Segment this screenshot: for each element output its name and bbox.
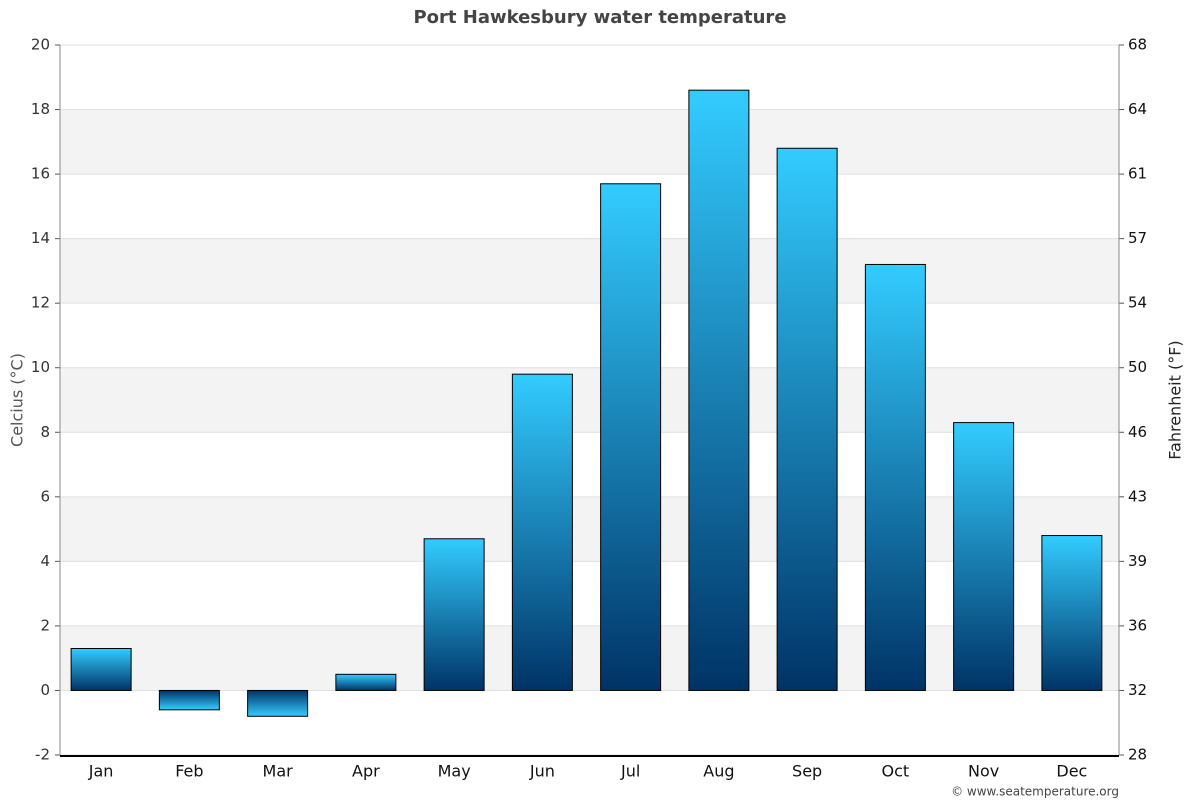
bar xyxy=(600,183,662,691)
y2-tick-label: 68 xyxy=(1128,36,1147,54)
credit: © www.seatemperature.org xyxy=(951,785,1119,799)
y2-tick-label: 50 xyxy=(1128,358,1147,376)
bar xyxy=(776,147,838,691)
y2-tick-label: 36 xyxy=(1128,616,1147,634)
y-tick-label: -2 xyxy=(35,746,50,764)
y-tick-label: 4 xyxy=(40,552,50,570)
y-tick-label: 20 xyxy=(31,36,50,54)
y2-tick-label: 57 xyxy=(1128,229,1147,247)
x-tick-label: Apr xyxy=(352,762,380,781)
grid-band xyxy=(60,238,1119,304)
bar xyxy=(864,263,926,691)
x-tick-label: Sep xyxy=(792,762,822,781)
grid-band xyxy=(60,625,1119,691)
grid-band xyxy=(60,367,1119,433)
bar xyxy=(247,689,309,717)
x-tick-label: Feb xyxy=(175,762,203,781)
y-tick-label: 8 xyxy=(40,423,50,441)
y2-tick-label: 54 xyxy=(1128,294,1147,312)
bar xyxy=(953,422,1015,691)
y2-tick-label: 43 xyxy=(1128,487,1147,505)
y-tick-label: 2 xyxy=(40,616,50,634)
x-tick-label: Oct xyxy=(882,762,910,781)
y2-tick-label: 28 xyxy=(1128,746,1147,764)
bar xyxy=(335,673,397,691)
y2-tick-label: 39 xyxy=(1128,552,1147,570)
y2-tick-label: 46 xyxy=(1128,423,1147,441)
x-tick-label: Jul xyxy=(620,762,640,781)
y-tick-label: 14 xyxy=(31,229,50,247)
y2-tick-label: 61 xyxy=(1128,165,1147,183)
bar xyxy=(1041,535,1103,691)
x-tick-label: Jan xyxy=(88,762,114,781)
y2-tick-label: 64 xyxy=(1128,100,1147,118)
x-tick-label: Nov xyxy=(968,762,999,781)
y-tick-label: 18 xyxy=(31,100,50,118)
bar xyxy=(70,648,132,691)
bar xyxy=(423,538,485,691)
bar xyxy=(688,89,750,691)
x-tick-label: Dec xyxy=(1056,762,1087,781)
grid-band xyxy=(60,109,1119,175)
y-axis-label: Celcius (°C) xyxy=(8,353,27,447)
grid-band xyxy=(60,496,1119,562)
x-tick-label: Mar xyxy=(263,762,294,781)
x-tick-label: Jun xyxy=(529,762,555,781)
y-tick-label: 6 xyxy=(40,487,50,505)
y2-axis-label: Fahrenheit (°F) xyxy=(1166,340,1185,459)
y-tick-label: 12 xyxy=(31,294,50,312)
y-tick-label: 10 xyxy=(31,358,50,376)
x-tick-label: Aug xyxy=(703,762,734,781)
chart-title: Port Hawkesbury water temperature xyxy=(413,7,786,28)
x-tick-label: May xyxy=(438,762,471,781)
y-tick-label: 0 xyxy=(40,681,50,699)
y2-tick-label: 32 xyxy=(1128,681,1147,699)
bar xyxy=(158,689,220,711)
y-tick-label: 16 xyxy=(31,165,50,183)
bar xyxy=(511,373,573,691)
